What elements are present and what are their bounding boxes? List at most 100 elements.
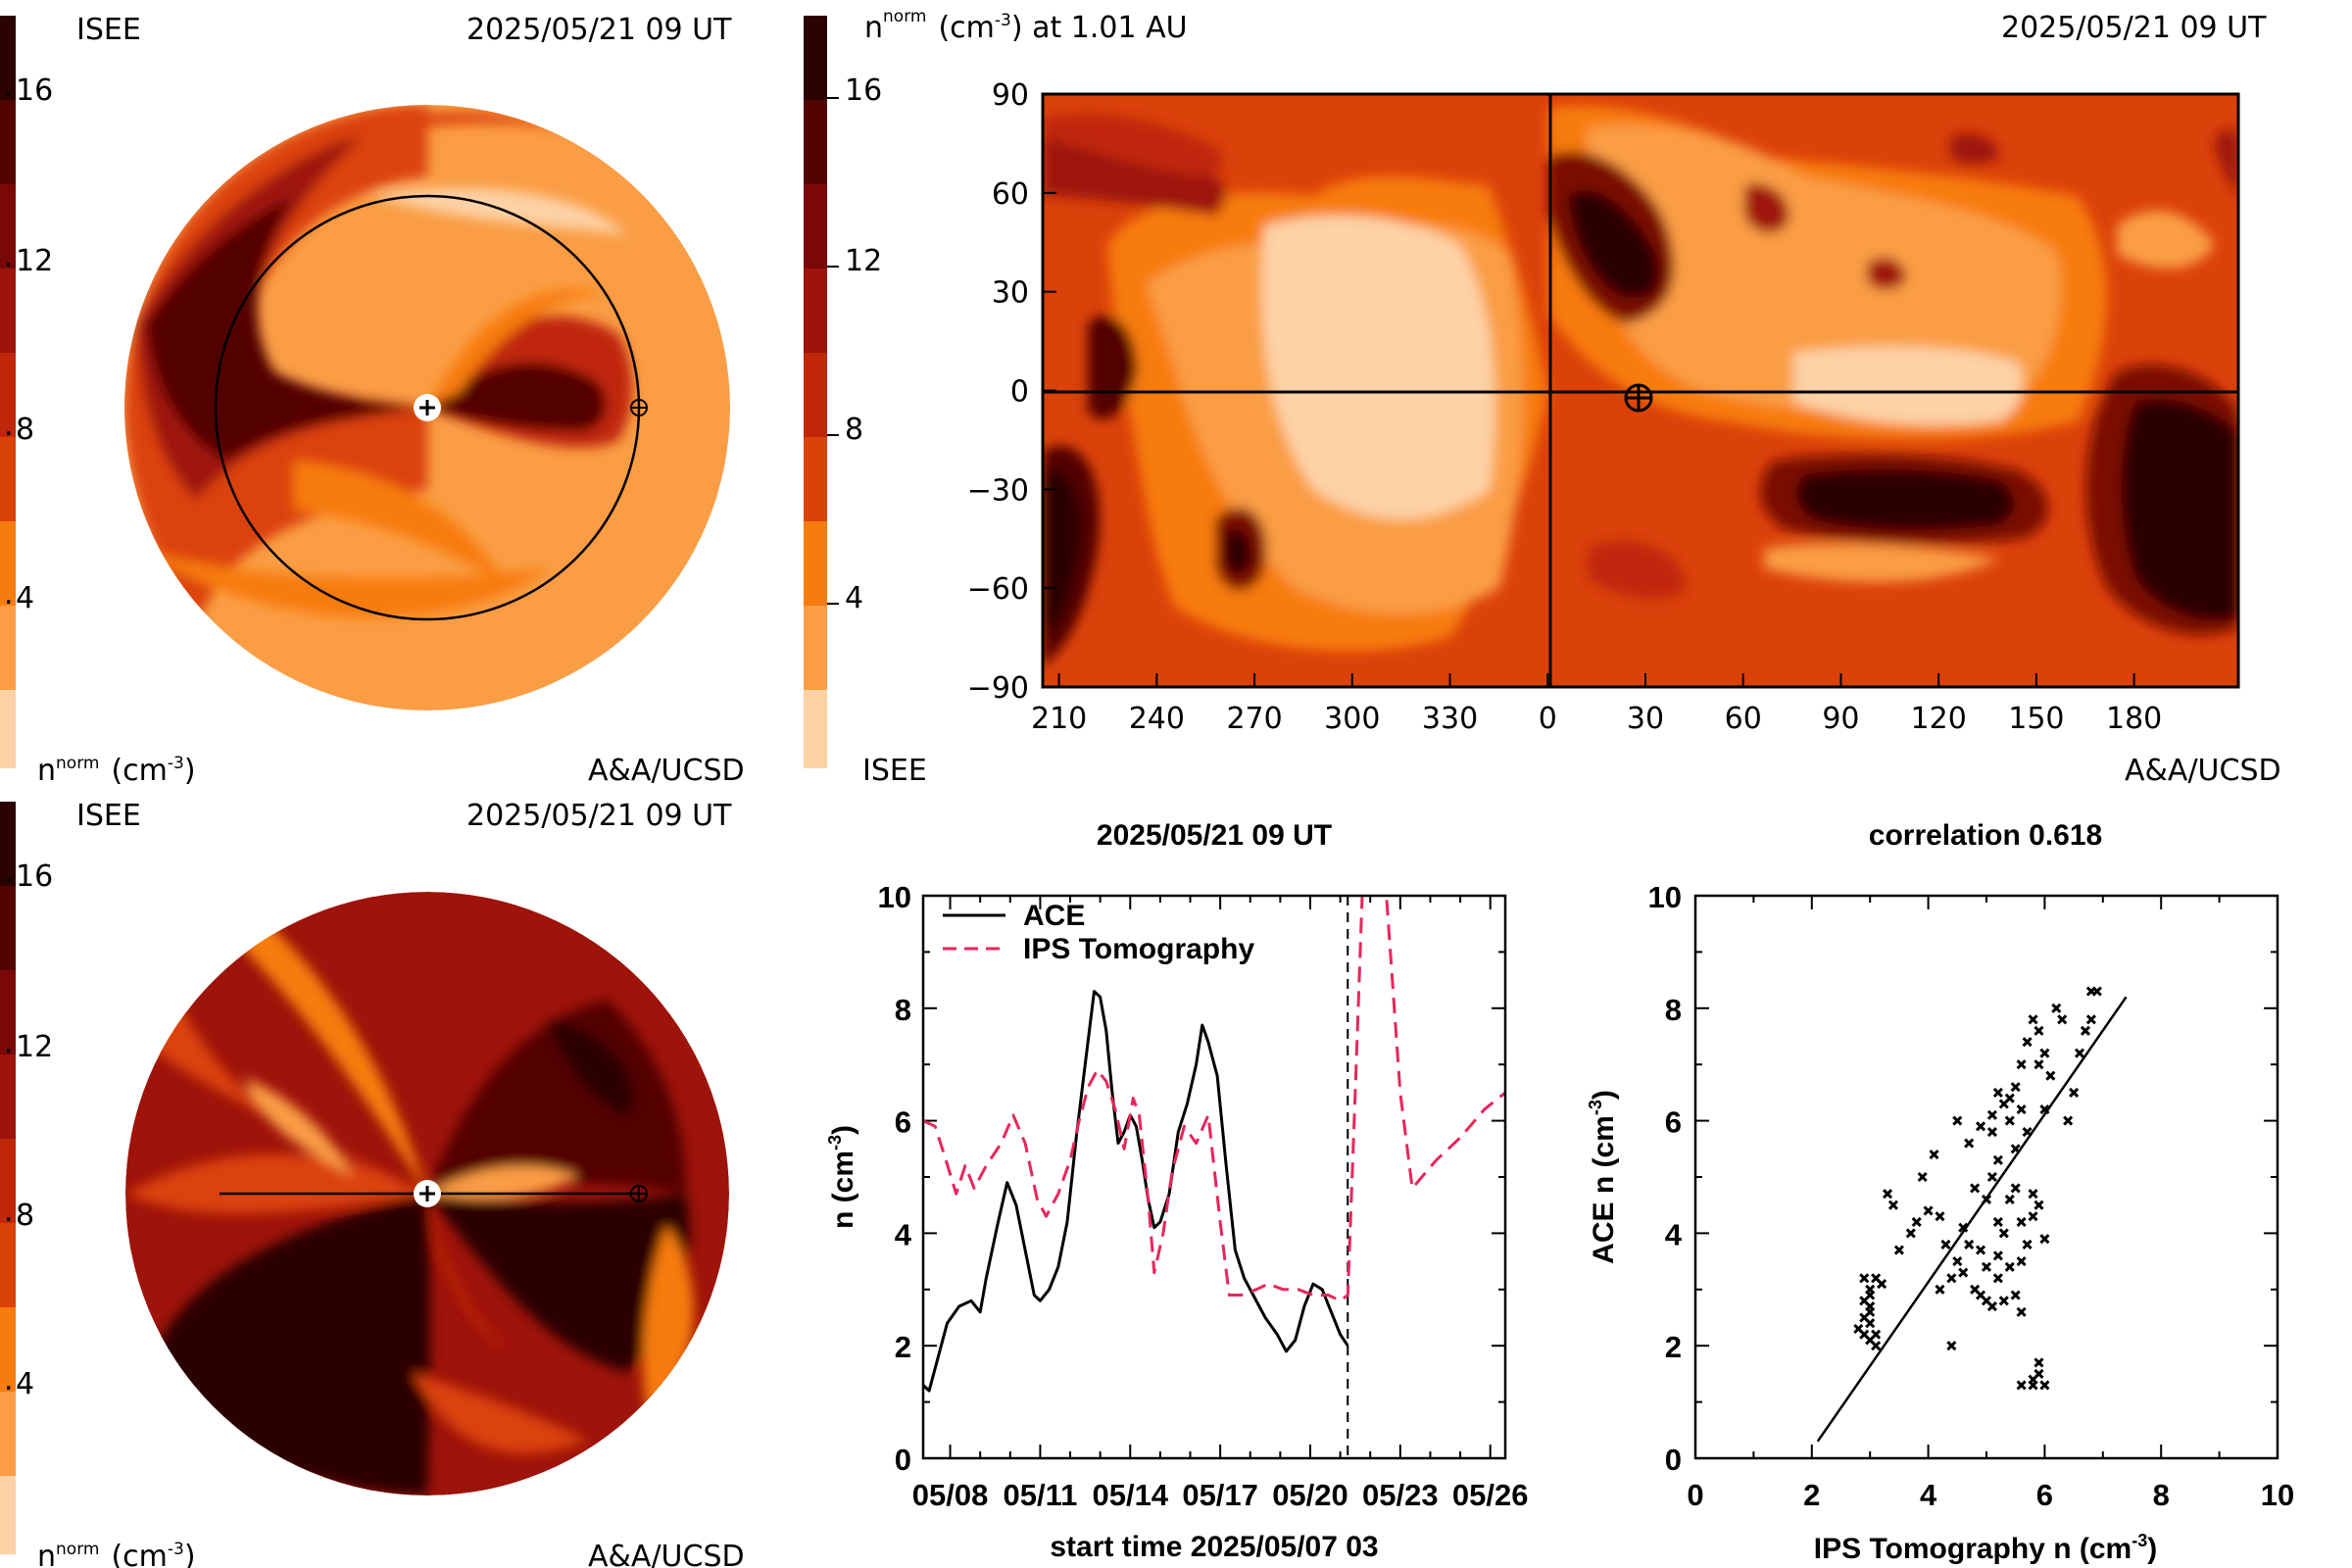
scatter-point	[2028, 1014, 2038, 1025]
scatter-point	[2045, 1070, 2056, 1081]
scatter-point	[1964, 1239, 1975, 1250]
sc-ytick-label: 8	[1665, 993, 1682, 1027]
scatter-ylabel-main: ACE n (cm	[1588, 1115, 1620, 1264]
cbar-tick-4: 4	[845, 581, 863, 615]
scatter-point	[1986, 1171, 1998, 1183]
scatter-axes: 0 2 4 6 8 10 0 2 4 6 8 10	[1648, 880, 2295, 1512]
cbar-tick-dot-4: .	[4, 577, 14, 612]
ts-xtick-label: 05/23	[1362, 1478, 1439, 1512]
scatter-point	[1958, 1222, 1969, 1233]
synoptic-title-exp: -3	[995, 11, 1011, 30]
sc-ytick-label: 6	[1665, 1105, 1682, 1140]
cbar-tick-dot-12: .	[4, 1026, 14, 1060]
scatter-panel: correlation 0.618 0 2 4 6 8 10 0 2 4 6 8 10 ACE n (…	[1586, 819, 2294, 1565]
timeseries-ylabel-main: n (cm	[827, 1151, 859, 1229]
scatter-point	[2069, 1087, 2080, 1098]
scatter-point	[1917, 1171, 1928, 1183]
lon-tick-label: 0	[1539, 702, 1557, 736]
synoptic-earth-icon	[1624, 383, 1653, 413]
scatter-point	[1998, 1228, 2009, 1239]
ts-xtick-label: 05/08	[912, 1478, 989, 1512]
scatter-point	[2004, 1093, 2015, 1103]
lon-tick-label: 330	[1422, 702, 1478, 736]
cbar-tick-12: 12	[16, 1030, 53, 1064]
scatter-point	[2010, 1144, 2021, 1154]
cbar-tick-dot-8: .	[4, 1195, 14, 1229]
top-left-source: ISEE	[76, 13, 141, 47]
scatter-point	[2085, 1014, 2096, 1025]
sc-ytick-label: 0	[1665, 1443, 1682, 1477]
cbar-tick-8: 8	[16, 1199, 34, 1233]
cbar-tick-16: 16	[16, 859, 53, 894]
timeseries-ylabel-exp: -3	[825, 1135, 845, 1151]
synoptic-source: ISEE	[862, 754, 927, 788]
scatter-point	[1986, 1300, 1998, 1312]
top-left-unit-sup: norm	[56, 754, 99, 773]
scatter-point	[1970, 1183, 1981, 1194]
lat-tick-label: 90	[992, 78, 1029, 113]
scatter-point	[1923, 1205, 1934, 1216]
lon-tick-label: 180	[2106, 702, 2162, 736]
sc-ytick-label: 4	[1665, 1217, 1683, 1251]
scatter-point	[1865, 1300, 1876, 1312]
scatter-point	[2004, 1194, 2015, 1205]
synoptic-map-panel: 4 8 12 16 nnorm (cm-3) at 1.01 AU 2025/05…	[804, 7, 2281, 788]
synoptic-colorbar-ticks: 4 8 12 16	[827, 74, 882, 615]
scatter-xlabel-close: )	[2147, 1533, 2157, 1565]
lon-tick-label: 270	[1226, 702, 1282, 736]
synoptic-title-tail: ) at 1.01 AU	[1011, 11, 1188, 45]
cbar-tick-dot-4: .	[4, 1363, 14, 1397]
timeseries-legend: ACE IPS Tomography	[943, 900, 1254, 965]
ts-xtick-label: 05/11	[1003, 1478, 1077, 1512]
synoptic-title-sup: norm	[883, 7, 926, 26]
synoptic-title-n: n	[864, 11, 883, 45]
top-left-sun-icon	[414, 394, 441, 421]
scatter-point	[2034, 1025, 2044, 1036]
ts-xtick-label: 05/14	[1092, 1478, 1168, 1512]
bottom-left-date: 2025/05/21 09 UT	[466, 799, 732, 833]
cbar-tick-16: 16	[845, 74, 882, 108]
cbar-tick-dot-12: .	[4, 240, 14, 274]
sc-xtick-label: 8	[2153, 1478, 2170, 1512]
scatter-point	[1992, 1216, 2003, 1227]
cbar-tick-12: 12	[16, 244, 53, 278]
scatter-point	[1865, 1290, 1876, 1300]
scatter-point	[2034, 1357, 2044, 1368]
synoptic-date: 2025/05/21 09 UT	[2001, 11, 2267, 45]
scatter-point	[1981, 1194, 1992, 1205]
ts-ytick-label: 6	[895, 1105, 911, 1140]
cbar-tick-8: 8	[16, 413, 34, 447]
sc-xtick-label: 6	[2036, 1478, 2053, 1512]
scatter-points-group	[1816, 986, 2128, 1443]
bottom-left-sun-icon	[414, 1180, 441, 1207]
scatter-point	[1964, 1138, 1975, 1149]
bottom-left-credit: A&A/UCSD	[588, 1540, 745, 1568]
synoptic-title-rest: (cm	[938, 11, 994, 45]
scatter-xlabel-main: IPS Tomography n (cm	[1814, 1533, 2132, 1565]
lat-tick-label: 60	[992, 177, 1029, 212]
scatter-point	[2057, 1014, 2068, 1025]
ts-ytick-label: 10	[878, 880, 911, 914]
top-left-ecliptic-panel: 4 8 12 16 . . . . ISEE 2025/05/21 09 UT	[0, 13, 745, 788]
cbar-tick-dot-16: .	[4, 70, 14, 104]
top-left-credit: A&A/UCSD	[588, 754, 745, 788]
timeseries-axes: 0 2 4 6 8 10 05/08 05/11 05/14 05/17 05/20 05/23 05/…	[878, 880, 1529, 1512]
scatter-point	[1887, 1200, 1899, 1210]
scatter-point	[2016, 1256, 2027, 1267]
synoptic-lat-axis: 90 60 30 0 −30 −60 −90	[967, 78, 1056, 706]
scatter-point	[1986, 1109, 1998, 1120]
timeseries-ylabel-close: )	[827, 1125, 859, 1135]
cbar-tick-4: 4	[16, 581, 34, 615]
scatter-point	[2028, 1380, 2038, 1391]
scatter-point	[2010, 1290, 2021, 1300]
top-left-unit-n: n	[37, 754, 56, 788]
legend-ace-label: ACE	[1023, 900, 1085, 932]
scatter-point	[2028, 1211, 2038, 1222]
bottom-left-unit-rest: (cm	[111, 1540, 167, 1568]
scatter-point	[2028, 1189, 2038, 1200]
scatter-point	[1911, 1216, 1922, 1227]
cbar-tick-dot-16: .	[4, 856, 14, 890]
scatter-point	[1877, 1278, 1887, 1290]
bottom-left-unit-sup: norm	[56, 1540, 99, 1559]
